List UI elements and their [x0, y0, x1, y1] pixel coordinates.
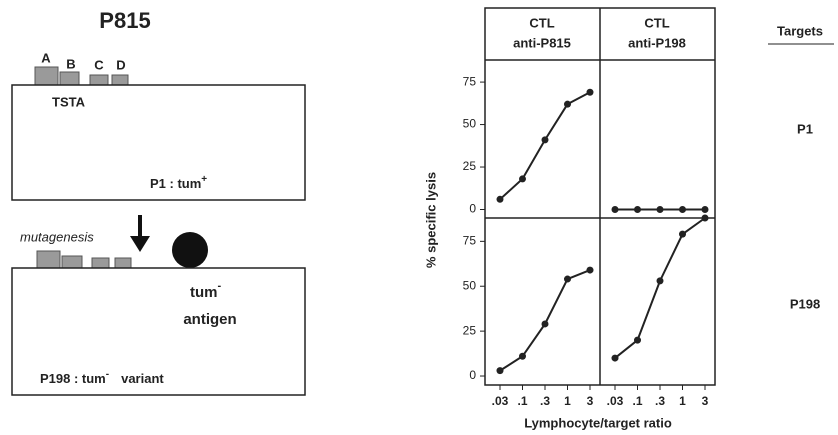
x-tick-label: .1	[632, 394, 642, 408]
x-tick-label: 3	[702, 394, 709, 408]
antigen-block	[36, 250, 61, 269]
x-tick-label: .1	[517, 394, 527, 408]
data-point	[541, 136, 549, 144]
p198-label: P198 : tum-variant	[40, 369, 164, 387]
antigen-label: C	[94, 57, 104, 72]
column-header: CTL	[644, 15, 669, 30]
series-line	[614, 217, 706, 359]
antigen-block	[34, 66, 59, 86]
y-tick-label: 75	[463, 74, 477, 88]
tsta-label: TSTA	[52, 94, 86, 109]
targets-header: Targets	[777, 23, 823, 38]
data-point	[586, 88, 594, 96]
tum-antigen-icon	[172, 232, 208, 268]
x-tick-label: 1	[564, 394, 571, 408]
data-point	[611, 206, 619, 214]
antigen-block	[91, 257, 110, 269]
data-point	[679, 230, 686, 238]
column-header: CTL	[529, 15, 554, 30]
column-header: anti-P198	[628, 35, 686, 50]
data-point	[496, 367, 504, 375]
tum-label: tum-	[190, 280, 222, 301]
y-tick-label: 0	[469, 368, 476, 382]
data-point	[519, 352, 526, 360]
y-tick-label: 50	[463, 117, 477, 131]
antigen-label: D	[116, 57, 125, 72]
x-tick-label: .3	[655, 394, 665, 408]
antigen-block	[111, 74, 129, 86]
antigen-block	[59, 71, 80, 86]
series-line	[499, 269, 591, 372]
cell-box	[11, 84, 306, 201]
antigen-block	[89, 74, 109, 86]
row-label: P1	[797, 121, 813, 136]
mutagenesis-label: mutagenesis	[20, 229, 94, 244]
x-tick-label: .3	[540, 394, 550, 408]
antigen-label: B	[66, 56, 75, 71]
p1-label: P1 : tum+	[150, 174, 207, 192]
y-tick-label: 75	[463, 234, 477, 248]
diagram-title: P815	[99, 8, 150, 33]
antigen-block	[61, 255, 83, 269]
x-tick-label: .03	[607, 394, 624, 408]
data-point	[541, 320, 549, 328]
data-point	[679, 206, 686, 214]
x-tick-label: 1	[679, 394, 686, 408]
data-point	[564, 100, 571, 108]
y-tick-label: 0	[469, 202, 476, 216]
x-axis-label: Lymphocyte/target ratio	[524, 415, 672, 430]
x-tick-label: 3	[587, 394, 594, 408]
data-point	[586, 266, 594, 274]
data-point	[701, 206, 709, 214]
antigen-block	[114, 257, 132, 269]
y-tick-label: 25	[463, 159, 477, 173]
y-tick-label: 50	[463, 278, 477, 292]
y-tick-label: 25	[463, 323, 477, 337]
data-point	[611, 354, 619, 362]
data-point	[634, 206, 641, 214]
antigen-label: antigen	[183, 311, 236, 328]
arrow-head	[130, 236, 150, 252]
data-point	[564, 275, 571, 283]
column-header: anti-P815	[513, 35, 571, 50]
cell-box	[11, 267, 306, 396]
data-point	[701, 214, 709, 222]
series-line	[499, 91, 591, 201]
row-label: P198	[790, 296, 820, 311]
x-tick-label: .03	[492, 394, 509, 408]
data-point	[656, 206, 664, 214]
data-point	[496, 195, 504, 203]
data-point	[656, 277, 664, 285]
data-point	[634, 336, 641, 344]
data-point	[519, 175, 526, 183]
y-axis-label: % specific lysis	[423, 172, 438, 268]
antigen-label: A	[41, 50, 51, 65]
